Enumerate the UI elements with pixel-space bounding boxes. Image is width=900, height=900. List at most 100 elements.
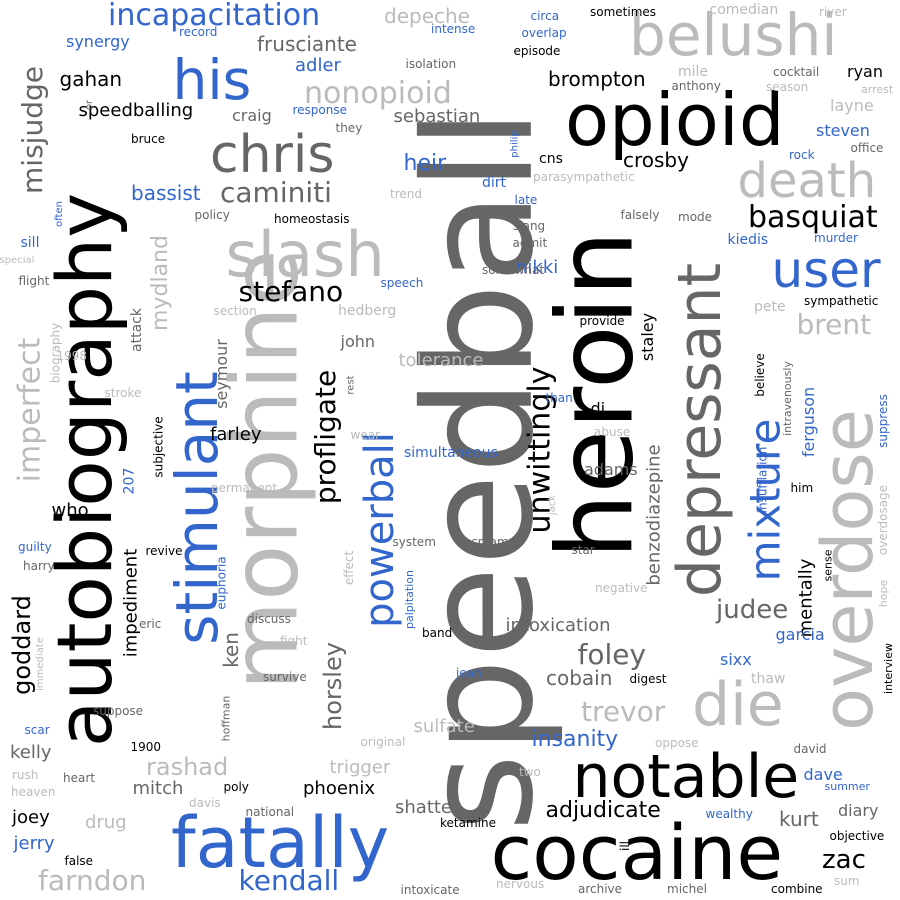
word-parasympathetic: parasympathetic xyxy=(533,170,635,184)
word-somewhat: somewhat xyxy=(482,263,545,277)
word-wear: wear xyxy=(350,428,380,442)
word-belushi: belushi xyxy=(629,1,838,69)
word-star: star xyxy=(571,543,595,557)
word-falsely: falsely xyxy=(620,208,660,222)
word-season: season xyxy=(766,80,809,94)
word-mile: mile xyxy=(678,64,709,80)
word-stefano: stefano xyxy=(238,275,344,308)
word-brompton: brompton xyxy=(548,67,646,91)
word-speedballing: speedballing xyxy=(78,100,194,121)
word-tolerance: tolerance xyxy=(398,350,484,371)
word-jerry: jerry xyxy=(13,833,55,854)
word-combine: combine xyxy=(771,882,823,896)
word-overdosage: overdosage xyxy=(876,484,891,556)
word-kelly: kelly xyxy=(10,742,52,763)
word-drug: drug xyxy=(85,812,127,833)
word-diary: diary xyxy=(838,801,879,820)
word-eric: eric xyxy=(139,617,162,631)
word-synergy: synergy xyxy=(66,32,130,51)
word-slash: slash xyxy=(225,218,385,291)
word-nonopioid: nonopioid xyxy=(304,76,452,111)
word-john: john xyxy=(340,332,376,351)
word-judee: judee xyxy=(716,595,789,625)
word-sometimes: sometimes xyxy=(590,5,657,19)
word-slang: slang xyxy=(513,219,546,233)
word-provide: provide xyxy=(579,314,625,328)
word-abuse: abuse xyxy=(594,425,631,439)
word-insufflation: insufflation xyxy=(754,446,769,514)
word-believe: believe xyxy=(752,353,767,397)
word-poly: poly xyxy=(223,780,249,794)
word-cobain: cobain xyxy=(546,666,613,690)
word-mydland: mydland xyxy=(147,235,173,331)
word-trigger: trigger xyxy=(329,757,391,778)
word-zac: zac xyxy=(822,845,866,875)
word-permanent: permanent xyxy=(211,481,278,495)
word-or: or xyxy=(84,99,96,111)
word-late: late xyxy=(514,193,538,207)
word-scar: scar xyxy=(24,723,50,737)
word-digest: digest xyxy=(629,672,667,686)
word-anthony: anthony xyxy=(671,79,721,93)
word-who: who xyxy=(51,500,89,521)
word-adler: adler xyxy=(295,55,341,76)
word-him: him xyxy=(790,481,814,495)
word-harry: harry xyxy=(23,559,55,573)
word-sill: sill xyxy=(20,235,40,251)
word-negative: negative xyxy=(595,581,648,595)
word-kiedis: kiedis xyxy=(727,232,769,248)
word-jack: jack xyxy=(547,494,559,516)
word-sixx: sixx xyxy=(720,650,752,669)
word-kendall: kendall xyxy=(238,864,340,897)
word-his: his xyxy=(172,47,252,112)
word-palpitation: palpitation xyxy=(402,569,416,629)
word-river: river xyxy=(819,5,847,19)
word-wealthy: wealthy xyxy=(705,807,753,821)
word-craig: craig xyxy=(232,106,272,125)
word-user: user xyxy=(771,241,881,299)
word-bassist: bassist xyxy=(131,181,201,205)
word-arrest: arrest xyxy=(861,82,894,96)
word-profligate: profligate xyxy=(309,369,343,505)
word-impediment: impediment xyxy=(119,548,141,658)
word-depressant: depressant xyxy=(665,262,736,598)
word-national: national xyxy=(245,805,295,819)
word-flight: flight xyxy=(18,274,50,288)
word-objective: objective xyxy=(829,829,885,843)
word-ill: ill xyxy=(618,840,633,852)
word-suppress: suppress xyxy=(875,394,890,448)
word-original: original xyxy=(360,735,406,749)
word-revive: revive xyxy=(145,544,183,558)
word-system: system xyxy=(392,535,436,549)
word-ferguson: ferguson xyxy=(799,386,819,458)
word-comedian: comedian xyxy=(709,2,779,18)
word-farndon: farndon xyxy=(38,864,147,897)
word-ketamine: ketamine xyxy=(440,816,496,830)
word-rush: rush xyxy=(12,768,39,782)
word-dirt: dirt xyxy=(482,175,507,191)
word-philip: philip xyxy=(509,130,521,158)
word-homeostasis: homeostasis xyxy=(274,212,350,226)
word-stroke: stroke xyxy=(104,386,142,400)
word-notable: notable xyxy=(572,742,800,812)
word-imperfect: imperfect xyxy=(11,337,47,483)
word-intoxicate: intoxicate xyxy=(400,883,460,897)
word-mode: mode xyxy=(678,210,713,224)
word-effect: effect xyxy=(342,550,357,586)
word-office: office xyxy=(850,141,884,155)
word-oppose: oppose xyxy=(655,736,699,750)
word-survive: survive xyxy=(263,670,307,684)
word-they: they xyxy=(335,121,363,135)
word-interview: interview xyxy=(881,642,895,694)
word-attack: attack xyxy=(128,308,145,352)
word-guilty: guilty xyxy=(18,540,52,554)
word-farley: farley xyxy=(210,424,262,445)
word-death: death xyxy=(737,153,877,209)
word-horsley: horsley xyxy=(318,642,347,730)
word-insanity: insanity xyxy=(531,727,619,752)
word-euphoria: euphoria xyxy=(214,556,229,610)
word-response: response xyxy=(292,103,348,117)
word-special: special xyxy=(0,255,35,266)
word-staley: staley xyxy=(638,312,658,362)
word-seymour: seymour xyxy=(211,339,231,409)
